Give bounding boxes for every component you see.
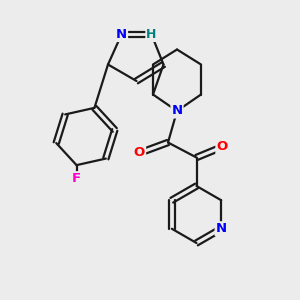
Text: F: F	[72, 172, 81, 185]
Text: O: O	[134, 146, 145, 160]
Text: O: O	[216, 140, 228, 154]
Text: N: N	[216, 222, 227, 235]
Text: N: N	[116, 28, 127, 41]
Text: N: N	[171, 104, 183, 118]
Text: H: H	[146, 28, 157, 41]
